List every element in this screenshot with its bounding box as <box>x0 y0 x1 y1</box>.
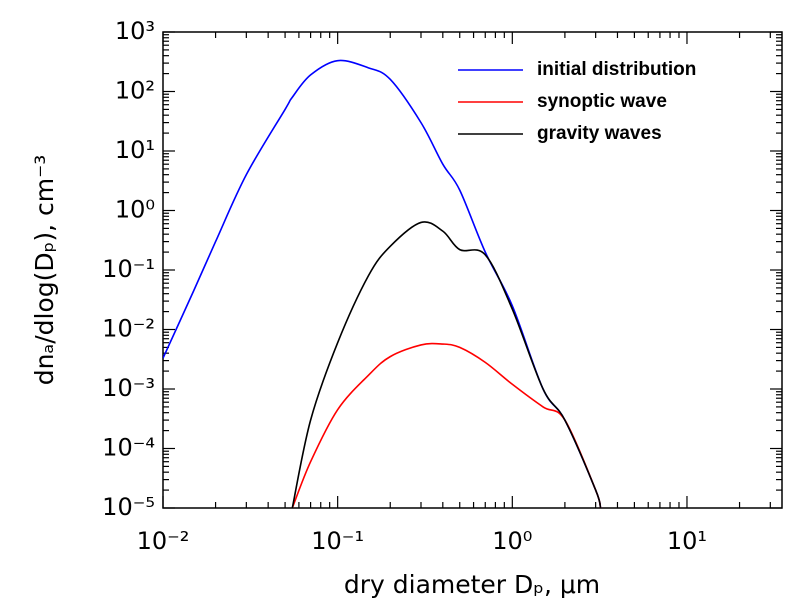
y-tick-label: 10⁰ <box>115 196 155 224</box>
y-tick-label: 10¹ <box>115 136 155 164</box>
y-tick-label: 10⁻³ <box>102 374 155 402</box>
x-tick-label: 10¹ <box>667 527 707 555</box>
y-axis-title: dnₐ/dlog(Dₚ), cm⁻³ <box>30 155 59 386</box>
y-tick-label: 10⁻¹ <box>102 255 155 283</box>
legend-label: synoptic wave <box>537 91 667 112</box>
x-tick-label: 10⁻¹ <box>311 527 364 555</box>
legend-label: initial distribution <box>537 59 696 80</box>
legend-label: gravity waves <box>537 123 662 144</box>
y-tick-label: 10⁻² <box>102 315 155 343</box>
series-line <box>291 221 602 508</box>
series-line <box>163 59 602 508</box>
x-tick-label: 10⁰ <box>492 527 532 555</box>
y-tick-label: 10³ <box>115 17 155 45</box>
series-line <box>291 342 602 508</box>
y-tick-label: 10⁻⁴ <box>102 434 155 462</box>
y-tick-label: 10² <box>115 77 155 105</box>
x-tick-label: 10⁻² <box>137 527 190 555</box>
x-axis-title: dry diameter Dₚ, μm <box>344 570 600 599</box>
y-tick-label: 10⁻⁵ <box>102 493 155 521</box>
plot-frame <box>162 31 783 509</box>
